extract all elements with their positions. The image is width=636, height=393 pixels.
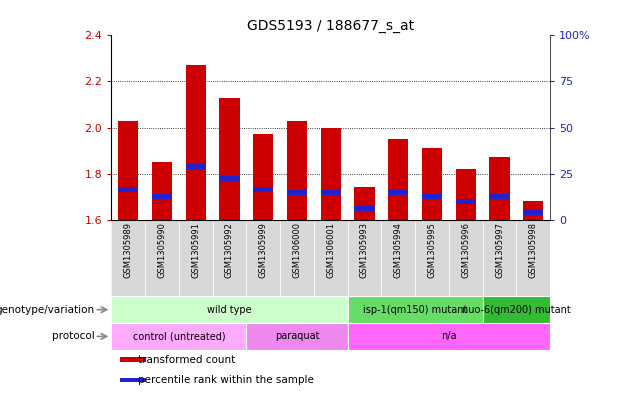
- Bar: [111, 220, 145, 296]
- Text: n/a: n/a: [441, 331, 457, 342]
- Text: isp-1(qm150) mutant: isp-1(qm150) mutant: [363, 305, 467, 315]
- Text: GSM1305989: GSM1305989: [123, 222, 133, 278]
- Bar: [212, 220, 246, 296]
- Text: GSM1305998: GSM1305998: [529, 222, 538, 278]
- Bar: [354, 187, 375, 220]
- Bar: [321, 189, 341, 195]
- Text: GSM1305993: GSM1305993: [360, 222, 369, 278]
- Bar: [287, 121, 307, 220]
- Text: paraquat: paraquat: [275, 331, 319, 342]
- Bar: [287, 189, 307, 195]
- Bar: [415, 220, 449, 296]
- Bar: [422, 148, 442, 220]
- Bar: [348, 323, 550, 350]
- Bar: [523, 210, 543, 215]
- Text: wild type: wild type: [207, 305, 252, 315]
- Bar: [118, 187, 138, 192]
- Bar: [111, 323, 246, 350]
- Bar: [523, 201, 543, 220]
- Text: GSM1305994: GSM1305994: [394, 222, 403, 278]
- Bar: [354, 206, 375, 211]
- Bar: [422, 194, 442, 199]
- Bar: [321, 127, 341, 220]
- Bar: [348, 220, 382, 296]
- Text: protocol: protocol: [52, 331, 94, 342]
- Bar: [111, 296, 348, 323]
- Bar: [388, 189, 408, 195]
- Bar: [253, 187, 273, 192]
- Bar: [152, 162, 172, 220]
- Bar: [449, 220, 483, 296]
- Bar: [253, 134, 273, 220]
- Text: GSM1305991: GSM1305991: [191, 222, 200, 278]
- Bar: [186, 164, 206, 169]
- Text: GSM1305990: GSM1305990: [158, 222, 167, 278]
- Text: GSM1305992: GSM1305992: [225, 222, 234, 278]
- Bar: [455, 199, 476, 204]
- Text: genotype/variation: genotype/variation: [0, 305, 94, 315]
- Bar: [489, 158, 509, 220]
- Text: GSM1305999: GSM1305999: [259, 222, 268, 278]
- Text: nuo-6(qm200) mutant: nuo-6(qm200) mutant: [462, 305, 570, 315]
- Bar: [118, 121, 138, 220]
- Text: transformed count: transformed count: [137, 354, 235, 365]
- Bar: [489, 194, 509, 199]
- Bar: [152, 194, 172, 199]
- Bar: [246, 323, 348, 350]
- Bar: [388, 139, 408, 220]
- Text: GSM1306001: GSM1306001: [326, 222, 335, 278]
- Bar: [483, 296, 550, 323]
- Bar: [179, 220, 212, 296]
- Title: GDS5193 / 188677_s_at: GDS5193 / 188677_s_at: [247, 19, 414, 33]
- Bar: [246, 220, 280, 296]
- Bar: [280, 220, 314, 296]
- Bar: [186, 65, 206, 220]
- Bar: [382, 220, 415, 296]
- Bar: [348, 296, 483, 323]
- Bar: [145, 220, 179, 296]
- Bar: [314, 220, 348, 296]
- Text: GSM1305997: GSM1305997: [495, 222, 504, 278]
- Bar: [455, 169, 476, 220]
- Text: GSM1305996: GSM1305996: [461, 222, 470, 278]
- Bar: [219, 97, 240, 220]
- Bar: [516, 220, 550, 296]
- Bar: [219, 176, 240, 181]
- Bar: [120, 357, 146, 362]
- Bar: [483, 220, 516, 296]
- Text: GSM1305995: GSM1305995: [427, 222, 436, 278]
- Text: GSM1306000: GSM1306000: [293, 222, 301, 278]
- Bar: [120, 378, 146, 382]
- Text: percentile rank within the sample: percentile rank within the sample: [137, 375, 314, 385]
- Text: control (untreated): control (untreated): [132, 331, 225, 342]
